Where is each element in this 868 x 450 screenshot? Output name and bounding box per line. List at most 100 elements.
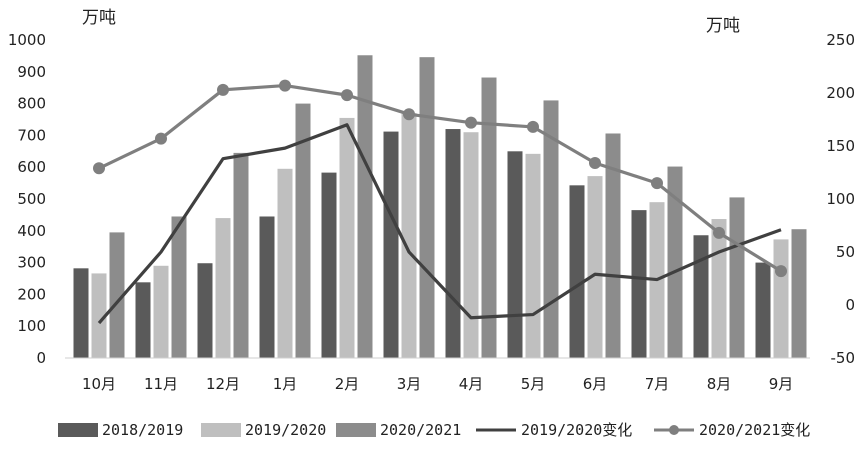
right-axis-unit: 万吨 — [706, 16, 740, 36]
x-tick-label: 11月 — [144, 375, 178, 393]
x-tick-label: 9月 — [769, 375, 794, 393]
line-point — [93, 162, 105, 175]
left-y-tick-label: 0 — [36, 349, 46, 367]
line-point — [341, 89, 353, 102]
x-tick-label: 2月 — [335, 375, 360, 393]
series-line — [98, 83, 782, 273]
left-y-tick-label: 600 — [17, 158, 46, 176]
line-point — [589, 156, 601, 169]
x-tick-label: 12月 — [206, 375, 240, 393]
bar — [525, 153, 541, 358]
bar — [543, 100, 559, 359]
line-point — [403, 108, 415, 121]
left-y-tick-label: 800 — [17, 95, 46, 113]
legend-item-2020-2021[interactable]: 2020/2021 — [336, 421, 461, 439]
right-y-axis: -50 0 50 100 150 200 250 — [826, 31, 855, 367]
left-y-tick-label: 500 — [17, 190, 46, 208]
bar — [383, 131, 399, 358]
bar — [153, 265, 169, 358]
bar — [277, 168, 293, 358]
legend-swatch — [58, 423, 98, 437]
bar — [357, 55, 373, 358]
bar — [693, 235, 709, 358]
legend-label: 2019/2020 — [245, 421, 326, 439]
legend-label: 2018/2019 — [102, 421, 183, 439]
legend-label: 2020/2021 — [380, 421, 461, 439]
line-point — [527, 120, 539, 133]
line-point — [775, 265, 787, 278]
bar — [419, 57, 435, 359]
bar — [197, 263, 213, 358]
right-y-tick-label: 100 — [826, 190, 855, 208]
legend: 2018/2019 2019/2020 2020/2021 2019/2020变… — [58, 421, 810, 439]
line-point — [465, 116, 477, 129]
legend-item-2019-2020-change[interactable]: 2019/2020变化 — [476, 421, 632, 439]
legend-item-2018-2019[interactable]: 2018/2019 — [58, 421, 183, 439]
left-y-tick-label: 300 — [17, 254, 46, 272]
line-point — [217, 83, 229, 96]
legend-swatch — [201, 423, 241, 437]
bar — [507, 151, 523, 358]
line-point — [713, 226, 725, 239]
bar — [339, 117, 355, 358]
left-y-tick-label: 400 — [17, 222, 46, 240]
bar — [401, 113, 417, 358]
bar — [729, 197, 745, 358]
line-point — [279, 79, 291, 92]
bar — [463, 132, 479, 358]
right-y-tick-label: 250 — [826, 31, 855, 49]
series-line — [97, 123, 782, 325]
bar — [773, 239, 789, 358]
bar-layer — [73, 55, 807, 359]
bar — [109, 232, 125, 358]
bar — [215, 218, 231, 358]
right-y-tick-label: -50 — [831, 349, 856, 367]
bar — [667, 166, 683, 358]
bar — [171, 216, 187, 358]
bar — [711, 219, 727, 358]
left-y-tick-label: 700 — [17, 126, 46, 144]
left-axis-unit: 万吨 — [82, 8, 116, 28]
legend-label: 2019/2020变化 — [521, 421, 632, 439]
x-tick-label: 10月 — [82, 375, 116, 393]
legend-item-2019-2020[interactable]: 2019/2020 — [201, 421, 326, 439]
legend-marker — [669, 425, 679, 435]
bar — [135, 282, 151, 358]
line-point — [651, 177, 663, 190]
x-tick-label: 1月 — [273, 375, 298, 393]
bar — [233, 152, 249, 358]
left-y-tick-label: 1000 — [8, 31, 46, 49]
line-layer — [93, 79, 787, 325]
bar — [587, 176, 603, 358]
right-y-tick-label: 50 — [836, 243, 855, 261]
x-axis: 10月 11月 12月 1月 2月 3月 4月 5月 6月 7月 8月 9月 — [82, 375, 793, 393]
bar — [295, 103, 311, 358]
x-tick-label: 4月 — [459, 375, 484, 393]
legend-label: 2020/2021变化 — [699, 421, 810, 439]
legend-item-2020-2021-change[interactable]: 2020/2021变化 — [654, 421, 810, 439]
right-y-tick-label: 0 — [845, 296, 855, 314]
x-tick-label: 6月 — [583, 375, 608, 393]
left-y-tick-label: 200 — [17, 285, 46, 303]
x-tick-label: 5月 — [521, 375, 546, 393]
legend-swatch — [336, 423, 376, 437]
left-y-axis: 0 100 200 300 400 500 600 700 800 900 1000 — [8, 31, 46, 367]
left-y-tick-label: 900 — [17, 63, 46, 81]
x-tick-label: 7月 — [645, 375, 670, 393]
x-tick-label: 3月 — [397, 375, 422, 393]
bar — [791, 229, 807, 358]
bar — [91, 273, 107, 358]
bar — [445, 129, 461, 358]
bar — [755, 262, 771, 358]
bar — [73, 268, 89, 358]
left-y-tick-label: 100 — [17, 317, 46, 335]
bar — [569, 185, 585, 358]
right-y-tick-label: 150 — [826, 137, 855, 155]
x-tick-label: 8月 — [707, 375, 732, 393]
bar — [321, 172, 337, 358]
line-point — [155, 132, 167, 145]
bar — [259, 216, 275, 358]
bar — [631, 210, 647, 358]
bar — [481, 77, 497, 359]
